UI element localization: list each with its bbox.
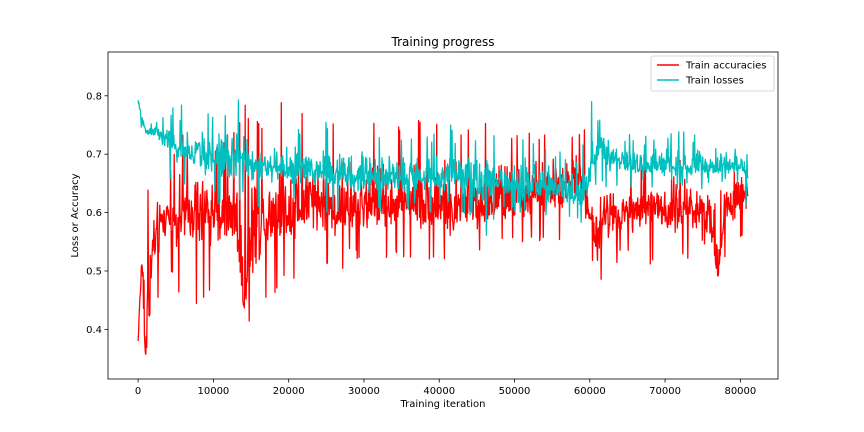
y-tick-label: 0.7 xyxy=(86,150,102,161)
y-tick-label: 0.8 xyxy=(86,91,102,102)
chart-title: Training progress xyxy=(391,35,495,49)
x-tick-label: 50000 xyxy=(499,386,531,397)
x-tick-label: 30000 xyxy=(348,386,380,397)
y-tick-label: 0.5 xyxy=(86,266,102,277)
x-tick-label: 10000 xyxy=(197,386,229,397)
series-line-train-accuracies xyxy=(137,102,749,355)
x-tick-label: 80000 xyxy=(724,386,756,397)
plot-frame xyxy=(107,51,779,380)
x-tick-label: 60000 xyxy=(574,386,606,397)
x-axis-label: Training iteration xyxy=(400,399,486,410)
x-tick-label: 20000 xyxy=(273,386,305,397)
y-tick-label: 0.6 xyxy=(86,208,102,219)
series-line-train-losses xyxy=(137,99,749,236)
x-tick-label: 40000 xyxy=(423,386,455,397)
x-tick-label: 70000 xyxy=(649,386,681,397)
y-tick-label: 0.4 xyxy=(86,325,102,336)
x-tick-label: 0 xyxy=(135,386,141,397)
legend-label-losses: Train losses xyxy=(685,76,744,87)
legend-label-accuracies: Train accuracies xyxy=(685,61,767,72)
legend: Train accuracies Train losses xyxy=(650,55,775,92)
y-axis-label: Loss or Accuracy xyxy=(70,173,81,257)
legend-box xyxy=(650,55,775,92)
